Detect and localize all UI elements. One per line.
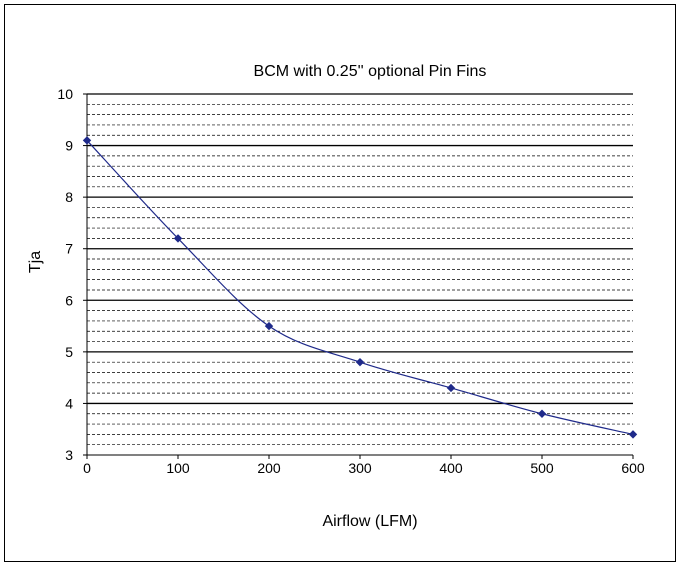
y-tick-label: 3 <box>65 447 73 463</box>
data-point <box>537 409 547 418</box>
y-tick-label: 10 <box>57 86 73 102</box>
y-axis-label: Tja <box>27 251 44 273</box>
y-tick-label: 7 <box>65 241 73 257</box>
y-tick-label: 8 <box>65 189 73 205</box>
series-line <box>86 140 634 435</box>
x-tick-label: 0 <box>83 460 91 476</box>
data-point <box>355 357 365 367</box>
x-tick-label: 500 <box>530 460 554 476</box>
data-point <box>173 234 183 243</box>
data-point <box>264 321 274 331</box>
x-tick-label: 300 <box>348 460 372 476</box>
x-tick-label: 200 <box>257 460 281 476</box>
data-point <box>628 430 638 439</box>
x-axis-label: Airflow (LFM) <box>322 513 417 530</box>
axes <box>83 93 634 459</box>
data-point <box>82 136 92 145</box>
grid <box>87 93 633 446</box>
chart-title: BCM with 0.25'' optional Pin Fins <box>254 63 487 80</box>
y-tick-label: 9 <box>65 138 73 154</box>
chart-frame <box>4 4 676 562</box>
data-point <box>446 383 456 393</box>
x-tick-label: 100 <box>166 460 190 476</box>
x-tick-label: 400 <box>439 460 463 476</box>
y-tick-label: 5 <box>65 344 73 360</box>
y-tick-label: 6 <box>65 292 73 308</box>
y-tick-label: 4 <box>65 395 73 411</box>
x-tick-label: 600 <box>621 460 645 476</box>
series <box>82 136 638 439</box>
